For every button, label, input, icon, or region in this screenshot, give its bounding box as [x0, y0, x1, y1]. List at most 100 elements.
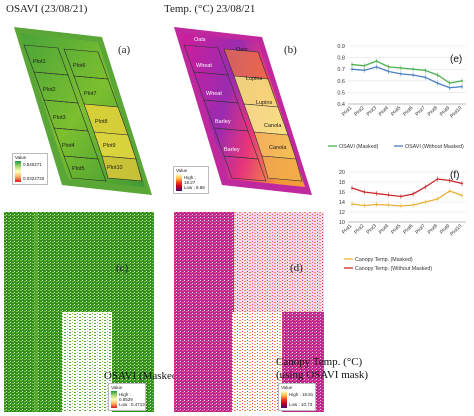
- temp-plot-label: Lupins: [246, 76, 263, 82]
- x-tick-label: Plot3: [366, 223, 378, 235]
- panel-b-letter: (b): [284, 44, 297, 56]
- data-point: [448, 190, 451, 192]
- legend-gradient: [176, 174, 182, 191]
- osavi-plot-label: Plot9: [103, 143, 116, 149]
- data-point: [351, 68, 353, 71]
- y-tick-label: 0.4: [337, 102, 345, 108]
- osavi-plot-label: Plot4: [62, 143, 75, 149]
- data-point: [375, 65, 378, 68]
- y-tick-label: 18: [339, 180, 345, 186]
- osavi-masked-legend: Value High : 0.8529 Low : 0.4713: [108, 383, 146, 411]
- y-tick-label: 14: [339, 200, 345, 206]
- temp-plot-label: Oats: [194, 37, 206, 43]
- data-point: [436, 74, 439, 76]
- osavi-plot-label: Plot2: [43, 87, 56, 93]
- legend-low: Low : 10.73: [289, 402, 313, 407]
- data-point: [363, 204, 366, 207]
- data-point: [375, 60, 378, 62]
- series-line: [351, 178, 463, 198]
- panel-b-title: Temp. (°C) 23/08/21: [164, 3, 256, 15]
- data-point: [448, 86, 451, 89]
- legend-high: High : 16.81: [289, 392, 314, 397]
- legend-label: Canopy Temp. (Masked): [355, 257, 413, 263]
- legend-gradient: [281, 391, 287, 408]
- osavi-legend: Value 0.840271 0.0324720: [12, 153, 48, 185]
- data-point: [436, 198, 439, 200]
- temp-plot-label: Wheat: [196, 63, 212, 69]
- canopy-temp-masked-map: [174, 212, 324, 412]
- temperature-field-map: [174, 27, 312, 195]
- temp-plot-label: Lupins: [256, 100, 273, 106]
- temp-plot-label: Canola: [264, 123, 282, 129]
- legend-low: Low : 0.4713: [119, 402, 145, 407]
- series-line: [351, 190, 463, 207]
- x-tick-label: Plot10: [449, 223, 463, 237]
- data-point: [424, 186, 427, 188]
- legend-low: 0.0324720: [23, 176, 45, 181]
- panel-letter: (f): [450, 170, 459, 181]
- legend-label: Canopy Temp. (Without Masked): [355, 266, 432, 272]
- data-point: [424, 76, 427, 79]
- data-point: [375, 203, 378, 206]
- legend-label: OSAVI (Without Masked): [405, 144, 464, 150]
- data-point: [351, 203, 353, 205]
- temp-plot-label: Barley: [215, 119, 231, 125]
- x-tick-label: Plot7: [414, 223, 426, 235]
- x-tick-label: Plot4: [378, 105, 390, 117]
- legend-high: High : 0.8529: [119, 392, 133, 402]
- data-point: [461, 182, 463, 185]
- data-point: [436, 82, 439, 85]
- temp-plot-label: Barley: [224, 147, 240, 153]
- x-tick-label: Plot2: [353, 105, 365, 117]
- data-point: [412, 68, 415, 71]
- data-point: [412, 74, 415, 76]
- data-point: [387, 204, 390, 206]
- data-point: [363, 191, 366, 193]
- legend-high: High : 18.27: [184, 175, 196, 185]
- data-point: [399, 72, 402, 75]
- osavi-plot-label: Plot8: [95, 119, 108, 125]
- y-tick-label: 0.5: [337, 90, 345, 96]
- osavi-plot-grid: [23, 44, 143, 182]
- osavi-plot-label: Plot10: [107, 165, 123, 171]
- osavi-plot-label: Plot3: [53, 115, 66, 121]
- data-point: [399, 205, 402, 207]
- panel-d-letter: (d): [290, 262, 303, 274]
- data-point: [448, 179, 451, 182]
- panel-letter: (e): [450, 54, 462, 65]
- panel-c-caption: OSAVI (Masked): [104, 370, 182, 382]
- data-point: [412, 204, 415, 206]
- legend-heading: Value: [281, 385, 293, 390]
- panel-a-letter: (a): [118, 44, 131, 56]
- legend-gradient: [111, 391, 117, 408]
- legend-heading: Value: [15, 155, 27, 160]
- data-point: [351, 63, 353, 66]
- canopy-temp-legend: Value High : 16.81 Low : 10.73: [278, 383, 316, 411]
- temp-plot-label: Canola: [269, 145, 287, 151]
- data-point: [461, 194, 463, 197]
- y-tick-label: 0.6: [337, 79, 345, 85]
- temp-plot-label: Wheat: [206, 91, 222, 97]
- x-tick-label: Plot8: [427, 105, 439, 117]
- legend-heading: Value: [111, 385, 123, 390]
- panel-a-title: OSAVI (23/08/21): [6, 3, 88, 15]
- legend-low: Low : 8.88: [184, 185, 205, 190]
- legend-heading: Value: [176, 168, 188, 173]
- x-tick-label: Plot4: [378, 223, 390, 235]
- x-tick-label: Plot10: [449, 105, 463, 119]
- y-tick-label: 12: [339, 210, 345, 216]
- y-tick-label: 20: [339, 170, 345, 176]
- data-point: [351, 187, 353, 189]
- y-tick-label: 16: [339, 190, 345, 196]
- data-point: [424, 201, 427, 203]
- osavi-masked-map: [4, 212, 154, 412]
- data-point: [412, 193, 415, 195]
- series-line: [351, 66, 463, 89]
- x-tick-label: Plot7: [414, 105, 426, 117]
- x-tick-label: Plot5: [390, 105, 402, 117]
- x-tick-label: Plot5: [390, 223, 402, 235]
- legend-gradient: [15, 161, 21, 182]
- panel-d-caption-line1: Canopy Temp. (°C): [276, 356, 363, 368]
